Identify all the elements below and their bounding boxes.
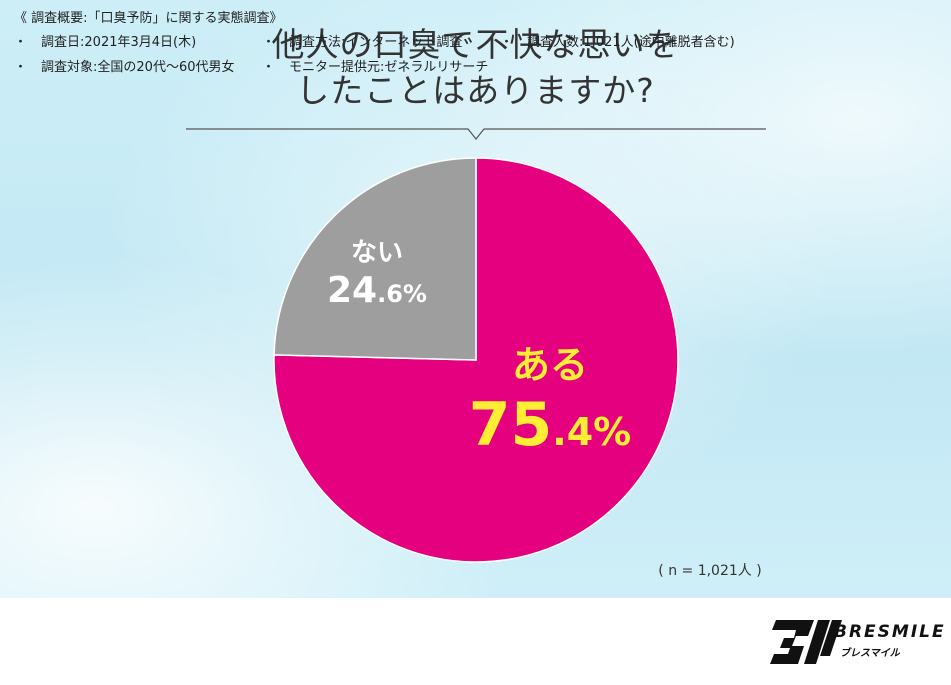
bullet: ・ [500,35,514,50]
survey-date: ・調査日:2021年3月4日(木) [14,31,196,50]
survey-count-text: 調査人数:1,021人(途中離脱者含む) [527,35,735,50]
slice-label-yes-name: ある [511,343,588,387]
survey-panel-provider: ・モニター提供元:ゼネラルリサーチ [262,56,488,75]
title-line-2: したことはありますか? [296,71,655,110]
bullet: ・ [262,35,276,50]
bullet: ・ [262,60,276,75]
slice-label-no: ない 24.6% [312,236,442,315]
bullet: ・ [14,35,28,50]
survey-target: ・調査対象:全国の20代〜60代男女 [14,56,234,75]
survey-method: ・調査方法:インターネット調査 [262,31,462,50]
chart-title: 他人の口臭で不快な思いを したことはありますか? [0,22,951,114]
title-underline [186,128,766,140]
slice-label-yes-value: 75.4% [460,390,640,467]
no-value-dec: .6% [377,280,427,308]
yes-value-int: 75 [468,390,553,460]
slice-label-no-name: ない [350,238,403,268]
logo-kana: ブレスマイル [840,648,900,659]
survey-summary-heading: 《 調査概要:「口臭予防」に関する実態調査》 [14,11,283,26]
survey-provider-text: モニター提供元:ゼネラルリサーチ [289,60,489,75]
no-value-int: 24 [327,270,378,311]
pie-slice-no [273,157,477,361]
survey-date-text: 調査日:2021年3月4日(木) [41,35,197,50]
bullet: ・ [14,60,28,75]
bresmile-logo-icon [770,620,842,664]
logo-wordmark: BRESMILE [834,622,946,642]
slice-label-no-value: 24.6% [312,270,442,315]
yes-value-dec: .4% [552,410,632,454]
survey-target-text: 調査対象:全国の20代〜60代男女 [41,60,235,75]
pie-chart [273,157,679,563]
sample-size-note: ( n = 1,021人 ) [658,563,762,579]
survey-method-text: 調査方法:インターネット調査 [289,35,463,50]
slice-label-yes: ある 75.4% [460,340,640,467]
title-line-1: 他人の口臭で不快な思いを [271,25,680,64]
survey-respondent-count: ・調査人数:1,021人(途中離脱者含む) [500,31,735,50]
